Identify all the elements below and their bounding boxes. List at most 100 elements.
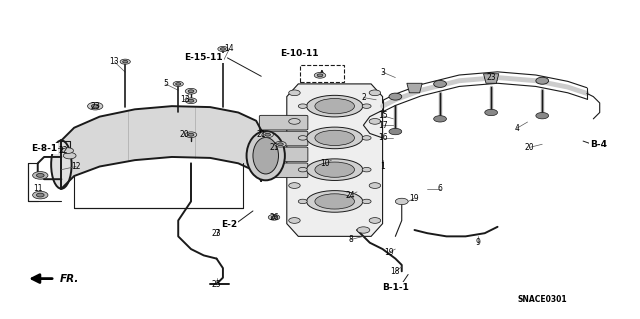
- Text: 3: 3: [380, 68, 385, 77]
- Circle shape: [185, 98, 196, 104]
- Circle shape: [362, 199, 371, 204]
- Circle shape: [265, 133, 271, 136]
- Circle shape: [536, 113, 548, 119]
- Circle shape: [389, 128, 402, 135]
- Circle shape: [188, 90, 194, 93]
- Circle shape: [314, 72, 326, 78]
- Circle shape: [369, 90, 381, 96]
- Text: 7: 7: [214, 229, 219, 238]
- Circle shape: [434, 116, 447, 122]
- Circle shape: [33, 172, 48, 179]
- Circle shape: [271, 216, 277, 219]
- Text: 14: 14: [225, 44, 234, 54]
- Ellipse shape: [307, 95, 363, 117]
- Circle shape: [362, 104, 371, 108]
- Circle shape: [289, 119, 300, 124]
- Circle shape: [317, 74, 323, 77]
- Text: 13: 13: [109, 57, 119, 66]
- Text: 23: 23: [212, 229, 221, 238]
- Text: E-15-11: E-15-11: [184, 53, 223, 62]
- FancyBboxPatch shape: [259, 163, 308, 178]
- Circle shape: [369, 119, 381, 124]
- Circle shape: [173, 81, 183, 86]
- Circle shape: [289, 90, 300, 96]
- Ellipse shape: [484, 74, 497, 81]
- Text: 13: 13: [180, 95, 189, 104]
- FancyBboxPatch shape: [259, 131, 308, 146]
- Circle shape: [88, 102, 103, 110]
- Text: 19: 19: [410, 194, 419, 203]
- Text: 11: 11: [33, 184, 42, 193]
- Text: 9: 9: [476, 238, 481, 247]
- Polygon shape: [287, 84, 383, 236]
- Ellipse shape: [315, 130, 355, 145]
- Polygon shape: [483, 74, 499, 83]
- Text: 19: 19: [384, 248, 394, 257]
- Text: 4: 4: [515, 124, 519, 133]
- Circle shape: [396, 198, 408, 204]
- Text: E-10-11: E-10-11: [280, 48, 319, 58]
- Ellipse shape: [315, 162, 355, 177]
- Ellipse shape: [246, 131, 285, 180]
- Polygon shape: [407, 83, 422, 93]
- Circle shape: [63, 152, 76, 159]
- Circle shape: [298, 104, 307, 108]
- Ellipse shape: [434, 80, 447, 87]
- Circle shape: [484, 109, 497, 116]
- Circle shape: [298, 167, 307, 172]
- Circle shape: [185, 132, 196, 137]
- Text: E-2: E-2: [221, 220, 237, 229]
- Polygon shape: [61, 106, 261, 189]
- Text: 5: 5: [163, 79, 168, 88]
- Circle shape: [278, 143, 284, 146]
- Circle shape: [262, 132, 273, 137]
- Circle shape: [362, 136, 371, 140]
- Circle shape: [33, 191, 48, 199]
- Ellipse shape: [307, 191, 363, 212]
- Circle shape: [289, 183, 300, 189]
- Text: 21: 21: [257, 130, 266, 139]
- Circle shape: [120, 59, 131, 64]
- Text: E-8-1: E-8-1: [31, 144, 57, 153]
- Circle shape: [369, 183, 381, 189]
- Circle shape: [185, 88, 196, 94]
- Text: 26: 26: [269, 213, 279, 222]
- Ellipse shape: [253, 137, 278, 174]
- Circle shape: [62, 148, 74, 153]
- Text: B-1-1: B-1-1: [382, 283, 409, 292]
- Ellipse shape: [51, 140, 72, 189]
- Circle shape: [298, 199, 307, 204]
- Circle shape: [369, 218, 381, 223]
- Text: 24: 24: [346, 190, 355, 200]
- Circle shape: [36, 193, 44, 197]
- Circle shape: [362, 167, 371, 172]
- Text: 18: 18: [390, 267, 400, 276]
- Text: 20: 20: [180, 130, 189, 139]
- Text: 2: 2: [361, 93, 366, 102]
- FancyBboxPatch shape: [259, 115, 308, 130]
- Circle shape: [220, 48, 225, 50]
- Text: B-4: B-4: [590, 140, 607, 149]
- Text: 15: 15: [378, 111, 387, 120]
- Text: SNACE0301: SNACE0301: [517, 295, 567, 304]
- FancyBboxPatch shape: [259, 147, 308, 162]
- Text: 12: 12: [71, 162, 81, 171]
- Text: 23: 23: [486, 73, 496, 82]
- Ellipse shape: [315, 194, 355, 209]
- Text: 17: 17: [378, 121, 387, 130]
- Text: 1: 1: [380, 162, 385, 171]
- Circle shape: [218, 47, 228, 51]
- Circle shape: [298, 136, 307, 140]
- Circle shape: [123, 60, 128, 63]
- Text: 22: 22: [58, 146, 68, 155]
- Ellipse shape: [536, 77, 548, 84]
- Circle shape: [36, 174, 44, 177]
- Circle shape: [268, 214, 280, 220]
- Text: 25: 25: [212, 279, 221, 288]
- Text: FR.: FR.: [60, 274, 79, 284]
- Ellipse shape: [389, 93, 402, 100]
- Circle shape: [175, 83, 180, 85]
- Circle shape: [275, 141, 286, 147]
- Circle shape: [357, 227, 370, 233]
- Circle shape: [188, 99, 194, 102]
